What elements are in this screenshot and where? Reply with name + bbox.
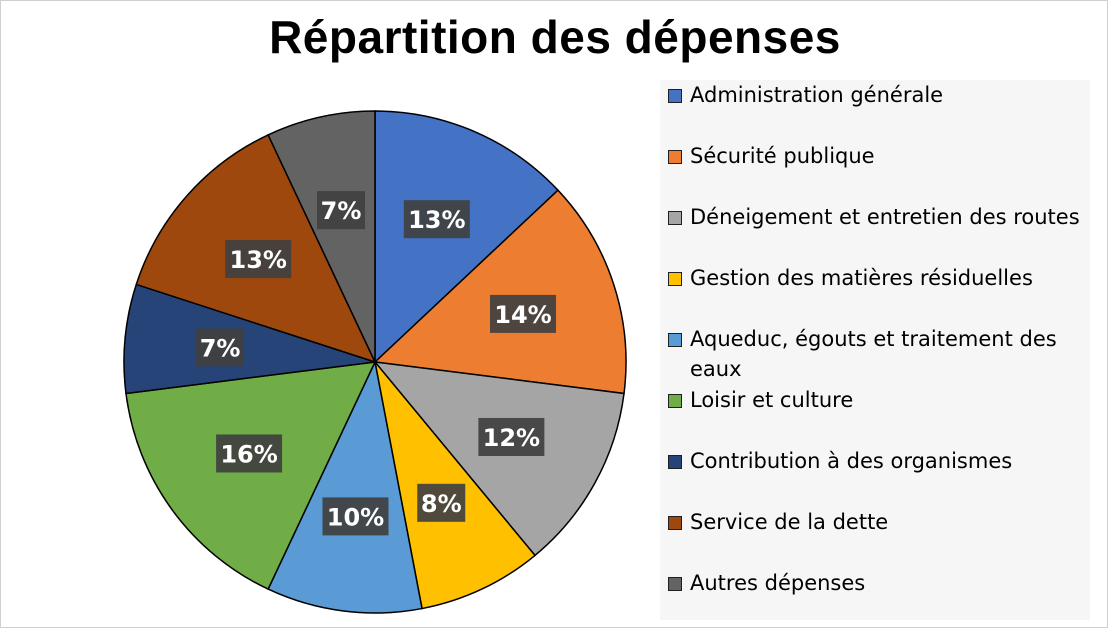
slice-data-label: 13% bbox=[403, 200, 470, 239]
pie-slice bbox=[125, 361, 377, 591]
slice-data-label: 8% bbox=[417, 483, 466, 522]
svg-text:12%: 12% bbox=[483, 424, 540, 452]
svg-text:13%: 13% bbox=[408, 206, 465, 234]
legend-swatch bbox=[668, 333, 682, 347]
svg-text:7%: 7% bbox=[200, 334, 241, 362]
chart-legend: Administration générale Sécurité publique… bbox=[660, 80, 1090, 620]
legend-label: Autres dépenses bbox=[690, 571, 866, 595]
pie-slice bbox=[373, 189, 627, 395]
chart-title: Répartition des dépenses bbox=[269, 11, 841, 63]
slice-data-label: 14% bbox=[490, 294, 557, 333]
svg-text:14%: 14% bbox=[494, 301, 551, 329]
legend-label: Administration générale bbox=[690, 83, 944, 107]
svg-text:16%: 16% bbox=[220, 440, 277, 468]
legend-swatch bbox=[668, 577, 682, 591]
slice-data-label: 12% bbox=[478, 417, 545, 456]
legend-swatch bbox=[668, 89, 682, 103]
legend-label: Sécurité publique bbox=[690, 144, 875, 168]
svg-text:7%: 7% bbox=[321, 197, 362, 225]
slice-data-label: 13% bbox=[225, 240, 292, 279]
pie-slice bbox=[123, 283, 376, 395]
svg-text:13%: 13% bbox=[230, 246, 287, 274]
svg-text:10%: 10% bbox=[327, 503, 384, 531]
legend-label: Gestion des matières résiduelles bbox=[690, 266, 1033, 290]
slice-data-label: 7% bbox=[317, 191, 366, 230]
legend-label: Service de la dette bbox=[690, 510, 889, 534]
legend-swatch bbox=[668, 455, 682, 469]
legend-label: Déneigement et entretien des routes bbox=[690, 205, 1080, 229]
slice-data-label: 16% bbox=[216, 434, 283, 473]
pie-slice bbox=[267, 110, 376, 363]
legend-label: Contribution à des organismes bbox=[690, 449, 1013, 473]
slice-data-label: 10% bbox=[322, 497, 389, 536]
pie-slice bbox=[267, 359, 423, 614]
legend-label: Loisir et culture bbox=[690, 388, 854, 412]
pie-slice bbox=[373, 361, 625, 557]
legend-swatch bbox=[668, 211, 682, 225]
svg-text:8%: 8% bbox=[421, 490, 462, 518]
legend-label: Aqueduc, égouts et traitement des eaux bbox=[690, 327, 1057, 381]
legend-swatch bbox=[668, 516, 682, 530]
legend-swatch bbox=[668, 272, 682, 286]
legend-swatch bbox=[668, 150, 682, 164]
legend-swatch bbox=[668, 394, 682, 408]
slice-data-label: 7% bbox=[196, 328, 245, 367]
